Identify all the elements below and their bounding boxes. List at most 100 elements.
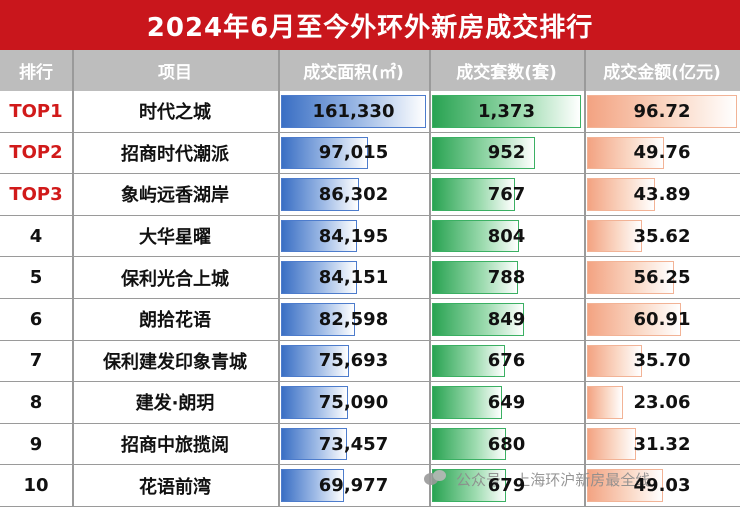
rank-cell: 6 [29, 308, 43, 330]
table-title: 2024年6月至今外环外新房成交排行 [0, 0, 740, 50]
rank-cell: 5 [29, 267, 43, 289]
project-name-cell: 大华星曜 [139, 227, 211, 249]
header-row: 排行 项目 成交面积(㎡) 成交套数(套) 成交金额(亿元) [0, 50, 740, 91]
amount-value: 49.76 [633, 142, 691, 164]
table-row: 7 保利建发印象青城 75,693 676 35.70 [0, 341, 740, 383]
amount-bar [587, 427, 636, 461]
amount-cell: 56.25 [584, 257, 740, 298]
units-cell: 804 [429, 216, 584, 257]
area-cell: 84,195 [278, 216, 429, 257]
header-rank: 排行 [19, 63, 53, 83]
amount-cell: 23.06 [584, 382, 740, 423]
units-bar [432, 344, 506, 378]
amount-cell: 31.32 [584, 424, 740, 465]
table-row: TOP1 时代之城 161,330 1,373 96.72 [0, 91, 740, 133]
units-cell: 649 [429, 382, 584, 423]
project-name-cell: 时代之城 [139, 102, 211, 124]
units-cell: 849 [429, 299, 584, 340]
table-row: 5 保利光合上城 84,151 788 56.25 [0, 257, 740, 299]
units-value: 767 [487, 183, 526, 205]
amount-value: 96.72 [633, 100, 691, 122]
rank-cell: 4 [29, 225, 43, 247]
column-divider [72, 50, 74, 507]
column-divider [429, 50, 431, 507]
units-cell: 676 [429, 341, 584, 382]
table-row: TOP3 象屿远香湖岸 86,302 767 43.89 [0, 174, 740, 216]
units-value: 679 [487, 475, 526, 497]
rank-cell: 8 [29, 391, 43, 413]
units-bar [432, 95, 581, 128]
area-bar [281, 95, 426, 128]
watermark-text: 公众号 · 上海环沪新房最全线 [456, 470, 651, 489]
amount-cell: 60.91 [584, 299, 740, 340]
units-bar [432, 261, 518, 294]
units-value: 1,373 [478, 100, 535, 122]
area-bar [281, 261, 357, 294]
amount-bar [587, 469, 664, 502]
project-name-cell: 招商时代潮派 [121, 143, 229, 165]
units-cell: 680 [429, 424, 584, 465]
column-divider [584, 50, 586, 507]
area-value: 86,302 [318, 183, 389, 205]
area-value: 84,151 [318, 267, 389, 289]
rank-cell: 9 [29, 433, 43, 455]
area-bar [281, 386, 349, 419]
amount-bar [587, 386, 623, 419]
area-bar [281, 219, 357, 253]
units-value: 952 [487, 142, 526, 164]
area-value: 75,693 [318, 350, 389, 372]
table-row: 10 花语前湾 69,977 679 49.03 [0, 465, 740, 507]
area-value: 73,457 [318, 433, 389, 455]
units-cell: 679 [429, 465, 584, 506]
amount-bar [587, 261, 675, 294]
project-name-cell: 花语前湾 [139, 476, 211, 498]
area-cell: 84,151 [278, 257, 429, 298]
units-bar [432, 178, 516, 211]
units-bar [432, 303, 525, 336]
column-divider [278, 50, 280, 507]
project-name-cell: 招商中旅揽阅 [121, 435, 229, 457]
table-row: TOP2 招商时代潮派 97,015 952 49.76 [0, 133, 740, 175]
amount-cell: 43.89 [584, 174, 740, 215]
area-cell: 75,693 [278, 341, 429, 382]
area-cell: 75,090 [278, 382, 429, 423]
project-name-cell: 保利光合上城 [121, 268, 229, 290]
units-cell: 1,373 [429, 91, 584, 132]
header-units: 成交套数(套) [456, 63, 557, 83]
watermark: 公众号 · 上海环沪新房最全线 [424, 464, 724, 494]
amount-bar [587, 344, 643, 378]
area-value: 75,090 [318, 391, 389, 413]
table-row: 8 建发·朗玥 75,090 649 23.06 [0, 382, 740, 424]
area-bar [281, 469, 344, 502]
area-bar [281, 427, 348, 461]
header-area: 成交面积(㎡) [303, 63, 404, 83]
project-name-cell: 朗拾花语 [139, 310, 211, 332]
amount-bar [587, 178, 656, 211]
area-value: 82,598 [318, 308, 389, 330]
area-value: 161,330 [312, 100, 395, 122]
project-name-cell: 象屿远香湖岸 [121, 185, 229, 207]
area-cell: 69,977 [278, 465, 429, 506]
area-bar [281, 136, 369, 170]
amount-cell: 49.03 [584, 465, 740, 506]
amount-bar [587, 136, 665, 170]
area-cell: 86,302 [278, 174, 429, 215]
amount-value: 43.89 [633, 183, 691, 205]
amount-value: 56.25 [633, 267, 691, 289]
rank-cell: TOP1 [9, 100, 63, 122]
area-bar [281, 303, 356, 336]
amount-bar [587, 95, 737, 128]
units-bar [432, 136, 536, 170]
amount-value: 49.03 [633, 475, 691, 497]
header-project: 项目 [158, 63, 192, 83]
project-name-cell: 建发·朗玥 [135, 393, 215, 415]
units-cell: 788 [429, 257, 584, 298]
units-value: 804 [487, 225, 526, 247]
amount-value: 35.62 [633, 225, 691, 247]
table-row: 9 招商中旅揽阅 73,457 680 31.32 [0, 424, 740, 466]
units-value: 680 [487, 433, 526, 455]
amount-value: 23.06 [633, 391, 691, 413]
amount-cell: 49.76 [584, 133, 740, 174]
units-value: 788 [487, 267, 526, 289]
